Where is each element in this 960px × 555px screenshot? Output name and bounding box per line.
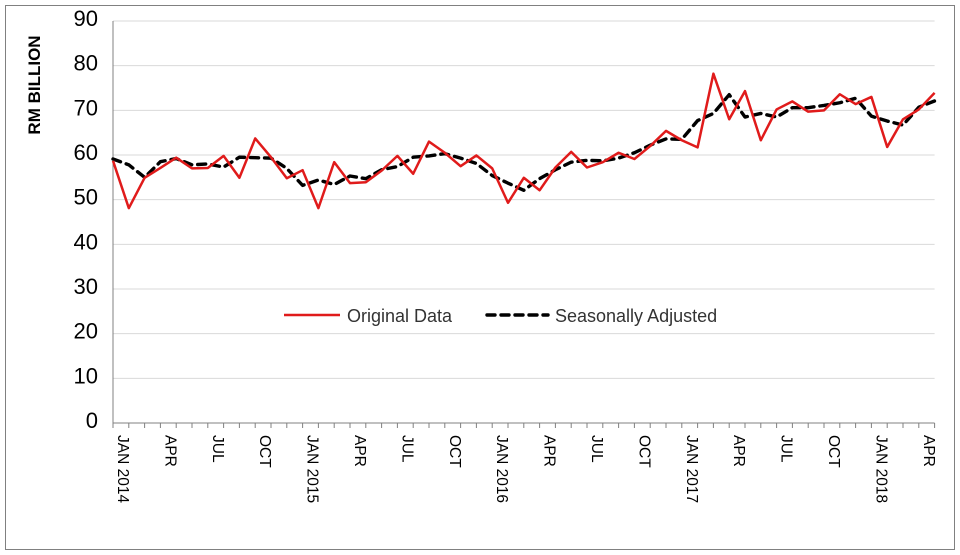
svg-text:70: 70 <box>74 95 98 120</box>
svg-text:40: 40 <box>74 229 98 254</box>
svg-text:OCT: OCT <box>446 435 463 468</box>
svg-text:JUL: JUL <box>588 435 605 463</box>
svg-text:JAN 2016: JAN 2016 <box>493 435 510 503</box>
svg-text:0: 0 <box>86 408 98 433</box>
svg-text:JUL: JUL <box>778 435 795 463</box>
svg-text:OCT: OCT <box>256 435 273 468</box>
svg-text:50: 50 <box>74 185 98 210</box>
svg-text:JAN 2018: JAN 2018 <box>872 435 889 503</box>
svg-text:APR: APR <box>161 435 178 467</box>
svg-text:30: 30 <box>74 274 98 299</box>
svg-text:OCT: OCT <box>825 435 842 468</box>
svg-text:90: 90 <box>74 6 98 31</box>
svg-text:JAN 2014: JAN 2014 <box>114 435 131 503</box>
svg-text:60: 60 <box>74 140 98 165</box>
svg-text:20: 20 <box>74 319 98 344</box>
svg-text:APR: APR <box>920 435 937 467</box>
svg-text:RM BILLION: RM BILLION <box>25 35 44 134</box>
svg-text:10: 10 <box>74 363 98 388</box>
svg-text:JAN 2015: JAN 2015 <box>304 435 321 503</box>
svg-text:APR: APR <box>730 435 747 467</box>
svg-text:JUL: JUL <box>209 435 226 463</box>
svg-text:Seasonally Adjusted: Seasonally Adjusted <box>555 306 717 326</box>
svg-text:80: 80 <box>74 51 98 76</box>
svg-text:APR: APR <box>541 435 558 467</box>
svg-text:JUL: JUL <box>398 435 415 463</box>
svg-text:APR: APR <box>351 435 368 467</box>
svg-text:JAN 2017: JAN 2017 <box>683 435 700 503</box>
svg-text:Original Data: Original Data <box>347 306 453 326</box>
svg-text:OCT: OCT <box>635 435 652 468</box>
